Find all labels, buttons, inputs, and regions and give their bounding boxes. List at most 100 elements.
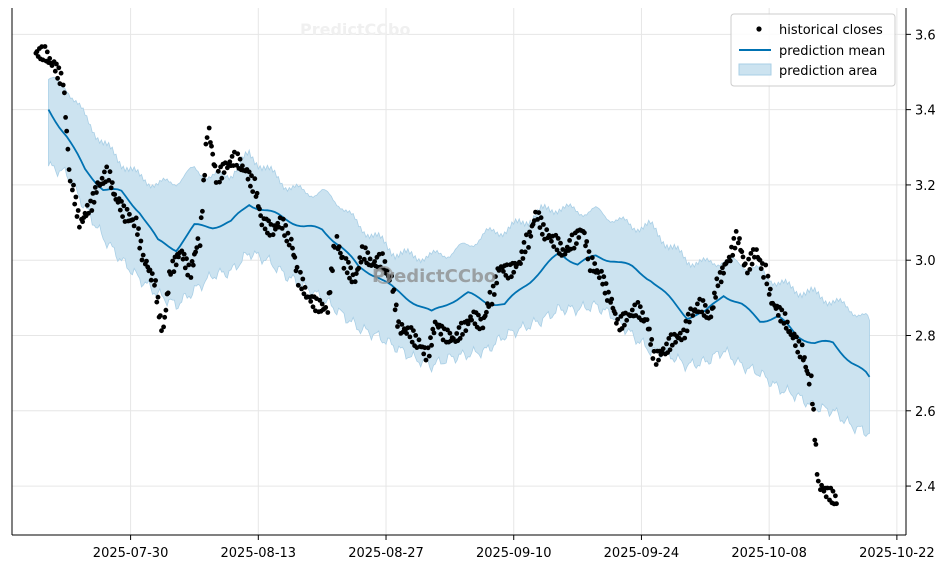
historical-close-point bbox=[592, 261, 598, 266]
historical-close-point bbox=[480, 325, 486, 331]
historical-close-point bbox=[429, 342, 434, 348]
historical-close-point bbox=[609, 296, 615, 302]
historical-close-point bbox=[810, 401, 815, 407]
historical-close-point bbox=[511, 269, 517, 275]
historical-close-point bbox=[399, 322, 405, 327]
historical-close-point bbox=[705, 309, 710, 315]
historical-close-point bbox=[193, 249, 199, 255]
prediction-mean-line bbox=[47, 109, 871, 378]
historical-close-point bbox=[91, 199, 97, 205]
historical-close-point bbox=[411, 328, 416, 333]
historical-close-point bbox=[699, 309, 705, 315]
y-tick-label: 2.6 bbox=[915, 405, 936, 420]
historical-close-point bbox=[606, 289, 611, 295]
historical-close-point bbox=[712, 290, 717, 296]
historical-close-point bbox=[258, 213, 263, 219]
historical-close-point bbox=[62, 90, 67, 96]
historical-close-point bbox=[493, 274, 498, 279]
historical-close-point bbox=[153, 278, 159, 283]
historical-close-point bbox=[612, 311, 618, 316]
historical-close-point bbox=[726, 254, 732, 260]
historical-close-point bbox=[739, 249, 745, 255]
historical-close-point bbox=[527, 229, 532, 235]
x-tick-label: 2025-08-27 bbox=[348, 546, 424, 561]
historical-close-point bbox=[718, 279, 724, 285]
historical-close-point bbox=[126, 211, 132, 217]
historical-close-point bbox=[808, 373, 814, 379]
historical-close-point bbox=[254, 190, 260, 196]
historical-close-point bbox=[687, 319, 692, 325]
historical-close-point bbox=[346, 259, 351, 265]
historical-close-point bbox=[210, 151, 216, 157]
historical-close-point bbox=[782, 311, 788, 316]
historical-close-point bbox=[159, 328, 164, 334]
historical-close-point bbox=[262, 226, 268, 232]
historical-close-point bbox=[92, 185, 98, 190]
historical-close-point bbox=[203, 141, 209, 147]
historical-close-point bbox=[456, 325, 462, 330]
historical-close-point bbox=[528, 233, 534, 239]
legend-label-prediction-mean: prediction mean bbox=[779, 44, 885, 59]
historical-close-point bbox=[765, 273, 771, 279]
historical-close-point bbox=[447, 330, 453, 336]
historical-close-point bbox=[815, 478, 821, 484]
historical-close-point bbox=[421, 351, 427, 357]
historical-close-point bbox=[669, 342, 675, 348]
historical-close-point bbox=[138, 238, 144, 244]
historical-close-point bbox=[509, 274, 514, 280]
historical-close-point bbox=[404, 331, 409, 336]
historical-close-point bbox=[240, 163, 245, 169]
historical-close-point bbox=[208, 140, 213, 145]
historical-close-point bbox=[284, 238, 290, 244]
historical-close-point bbox=[574, 241, 579, 247]
historical-close-point bbox=[206, 125, 212, 131]
historical-close-point bbox=[341, 265, 347, 271]
historical-close-point bbox=[730, 252, 736, 258]
historical-close-point bbox=[501, 269, 506, 274]
historical-close-point bbox=[121, 203, 127, 209]
historical-close-point bbox=[135, 232, 140, 238]
historical-close-point bbox=[190, 262, 196, 268]
historical-close-point bbox=[601, 274, 607, 280]
historical-close-point bbox=[119, 199, 124, 204]
historical-close-point bbox=[266, 218, 271, 224]
x-tick-label: 2025-10-08 bbox=[731, 546, 807, 561]
historical-close-point bbox=[779, 307, 785, 313]
historical-close-point bbox=[799, 342, 805, 348]
historical-close-point bbox=[42, 44, 48, 49]
historical-close-point bbox=[391, 287, 397, 293]
legend-box bbox=[730, 13, 896, 87]
historical-close-point bbox=[136, 226, 141, 232]
historical-close-point bbox=[702, 303, 708, 308]
historical-close-point bbox=[120, 214, 125, 220]
historical-close-point bbox=[660, 346, 666, 352]
historical-close-point bbox=[785, 319, 790, 325]
y-axis-ticks: 2.4 2.6 2.8 3.0 3.2 3.4 3.6 bbox=[906, 28, 936, 495]
historical-close-point bbox=[536, 210, 542, 216]
historical-close-point bbox=[55, 75, 60, 81]
historical-close-point bbox=[372, 259, 377, 264]
historical-close-point bbox=[171, 269, 177, 275]
historical-close-point bbox=[73, 194, 79, 200]
historical-close-point bbox=[188, 275, 194, 280]
historical-close-point bbox=[647, 326, 652, 332]
historical-close-point bbox=[823, 494, 829, 500]
historical-close-point bbox=[60, 82, 66, 88]
historical-close-point bbox=[814, 472, 820, 477]
historical-close-point bbox=[635, 300, 641, 305]
historical-close-point bbox=[428, 335, 433, 341]
historical-close-point bbox=[286, 242, 292, 248]
historical-close-point bbox=[198, 215, 204, 221]
historical-close-point bbox=[761, 275, 766, 280]
historical-close-point bbox=[325, 310, 331, 315]
historical-close-point bbox=[708, 314, 714, 320]
historical-close-point bbox=[182, 265, 188, 271]
historical-close-point bbox=[80, 219, 85, 225]
historical-close-point bbox=[690, 313, 696, 318]
historical-close-point bbox=[176, 254, 181, 260]
historical-close-point bbox=[721, 270, 726, 276]
historical-close-point bbox=[52, 68, 58, 74]
historical-close-point bbox=[250, 189, 256, 195]
historical-close-point bbox=[44, 49, 50, 55]
historical-close-point bbox=[524, 232, 529, 238]
